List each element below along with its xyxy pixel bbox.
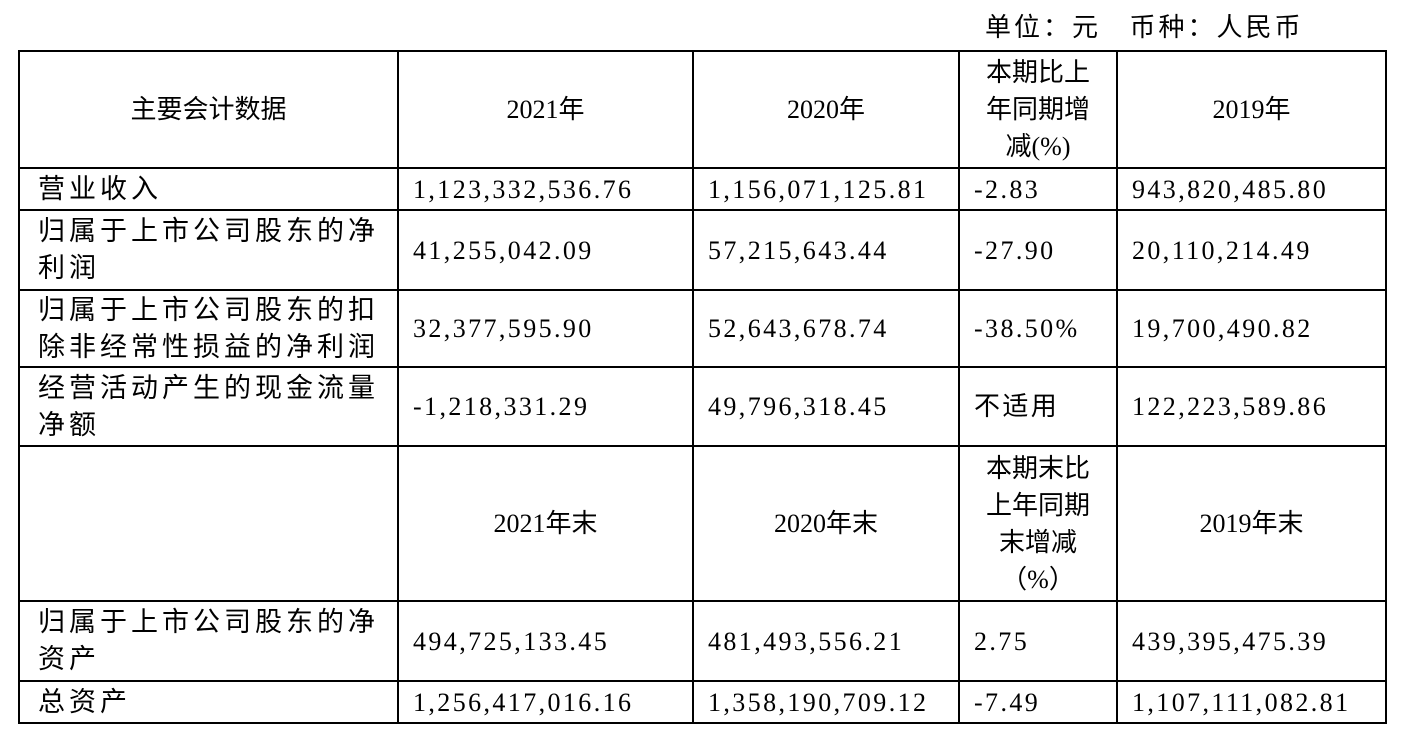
table-cell: 32,377,595.90 [397, 289, 694, 368]
table-cell: 1,156,071,125.81 [692, 167, 960, 211]
table-cell: 2021年末 [397, 445, 694, 602]
table-row: 2021年末 2020年末 本期末比上年同期末增减（%） 2019年末 [18, 445, 1387, 602]
table-cell: 943,820,485.80 [1116, 167, 1387, 211]
table-cell: 2019年 [1116, 50, 1387, 169]
table-cell: 1,358,190,709.12 [692, 680, 960, 724]
table-row: 归属于上市公司股东的净资产 494,725,133.45 481,493,556.2… [18, 600, 1387, 682]
table-cell: -7.49 [958, 680, 1118, 724]
table-cell: 2020年末 [692, 445, 960, 602]
table-row: 总资产 1,256,417,016.16 1,358,190,709.12 -7.49… [18, 680, 1387, 724]
table-cell: -2.83 [958, 167, 1118, 211]
table-cell: 2020年 [692, 50, 960, 169]
table-cell: 2021年 [397, 50, 694, 169]
table-cell: 经营活动产生的现金流量净额 [18, 366, 399, 447]
table-row: 归属于上市公司股东的净利润 41,255,042.09 57,215,643.44-… [18, 209, 1387, 291]
table-cell: 481,493,556.21 [692, 600, 960, 682]
table-cell: 57,215,643.44 [692, 209, 960, 291]
table-cell: 本期末比上年同期末增减（%） [958, 445, 1118, 602]
table-row: 归属于上市公司股东的扣除非经常性损益的净利润 32,377,595.90 52,64… [18, 289, 1387, 368]
table-cell: 不适用 [958, 366, 1118, 447]
table-cell: 总资产 [18, 680, 399, 724]
table-cell: 1,107,111,082.81 [1116, 680, 1387, 724]
table-cell: 19,700,490.82 [1116, 289, 1387, 368]
table-row: 营业收入 1,123,332,536.76 1,156,071,125.81 -2.8… [18, 167, 1387, 211]
table-cell: 主要会计数据 [18, 50, 399, 169]
table-cell: 营业收入 [18, 167, 399, 211]
table-cell: 439,395,475.39 [1116, 600, 1387, 682]
table-cell: 2.75 [958, 600, 1118, 682]
data-table: 主要会计数据 2021年 2020年 本期比上年同期增减(%) 2019年 营业收入 1,1… [18, 50, 1387, 724]
table-cell: -1,218,331.29 [397, 366, 694, 447]
table-body: 主要会计数据 2021年 2020年 本期比上年同期增减(%) 2019年 营业收入 1,1… [18, 50, 1387, 724]
table-cell: -38.50% [958, 289, 1118, 368]
table-cell: 2019年末 [1116, 445, 1387, 602]
table-cell: 本期比上年同期增减(%) [958, 50, 1118, 169]
table-cell: 归属于上市公司股东的净利润 [18, 209, 399, 291]
table-cell [18, 445, 399, 602]
table-cell: 122,223,589.86 [1116, 366, 1387, 447]
table-cell: 1,123,332,536.76 [397, 167, 694, 211]
table-row: 经营活动产生的现金流量净额 -1,218,331.29 49,796,318.45 不… [18, 366, 1387, 447]
unit-note: 单位：元 币种：人民币 [985, 13, 1304, 42]
table-cell: 41,255,042.09 [397, 209, 694, 291]
table-cell: 1,256,417,016.16 [397, 680, 694, 724]
table-cell: 归属于上市公司股东的扣除非经常性损益的净利润 [18, 289, 399, 368]
table-cell: 49,796,318.45 [692, 366, 960, 447]
table-cell: 52,643,678.74 [692, 289, 960, 368]
table-row: 主要会计数据 2021年 2020年 本期比上年同期增减(%) 2019年 [18, 50, 1387, 169]
table-cell: 20,110,214.49 [1116, 209, 1387, 291]
table-cell: 归属于上市公司股东的净资产 [18, 600, 399, 682]
table-cell: -27.90 [958, 209, 1118, 291]
table-cell: 494,725,133.45 [397, 600, 694, 682]
